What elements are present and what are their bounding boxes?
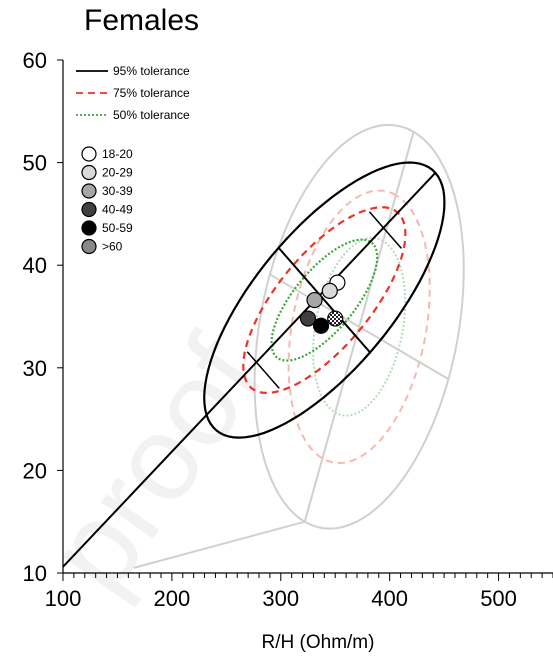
x-tick-label: 100 — [45, 586, 82, 611]
axis-crossing-segment-1 — [368, 211, 402, 249]
legend-label: 40-49 — [102, 203, 133, 217]
legend-marker — [81, 146, 97, 162]
legend-marker — [81, 164, 97, 181]
legend-marker — [81, 220, 97, 236]
data-point — [299, 310, 317, 327]
y-tick-label: 20 — [23, 458, 47, 483]
y-tick-label: 60 — [23, 48, 47, 73]
axis-crossing-segment-2 — [246, 351, 280, 389]
tolerance-ellipse-2 — [242, 206, 407, 395]
reference-regression-line — [133, 520, 305, 569]
x-tick-label: 400 — [371, 586, 408, 611]
legend-label: 50-59 — [102, 221, 133, 235]
y-tick-label: 10 — [23, 561, 47, 586]
axes: 100 200 300 400 500 10 20 30 40 50 60 — [23, 48, 553, 611]
reference-ellipses — [133, 123, 465, 569]
tolerance-ellipses — [62, 161, 446, 568]
legend-marker — [81, 238, 97, 255]
y-tick-label: 30 — [23, 356, 47, 381]
major-axis-line — [62, 172, 437, 568]
x-tick-label: 200 — [154, 586, 191, 611]
data-point — [312, 317, 330, 334]
minor-axis-line — [277, 247, 371, 354]
y-tick-label: 50 — [23, 151, 47, 176]
tolerance-ellipse-1 — [203, 161, 446, 439]
legend-label: 50% tolerance — [113, 108, 190, 122]
data-point — [327, 310, 344, 327]
legend-label: 95% tolerance — [113, 64, 190, 78]
data-point — [321, 282, 338, 299]
tolerance-ellipse-3 — [270, 238, 379, 362]
x-axis-label: R/H (Ohm/m) — [262, 632, 375, 653]
legend-label: 18-20 — [102, 147, 133, 161]
legend-label: >60 — [102, 240, 123, 254]
y-tick-label: 40 — [23, 253, 47, 278]
chart-title: Females — [84, 4, 199, 37]
data-point — [306, 291, 323, 309]
legend-label: 20-29 — [102, 166, 133, 180]
legend-marker — [81, 201, 97, 218]
reference-axis-line-2 — [269, 273, 449, 380]
x-tick-label: 300 — [262, 586, 299, 611]
legend-label: 30-39 — [102, 184, 133, 198]
legend: 95% tolerance 75% tolerance 50% tolerance 1… — [76, 64, 190, 255]
reference-ellipse-2 — [287, 189, 431, 465]
legend-label: 75% tolerance — [113, 86, 190, 100]
watermark: proof — [22, 313, 289, 614]
group-points — [299, 274, 346, 334]
legend-marker — [81, 183, 97, 199]
x-tick-label: 500 — [480, 586, 517, 611]
